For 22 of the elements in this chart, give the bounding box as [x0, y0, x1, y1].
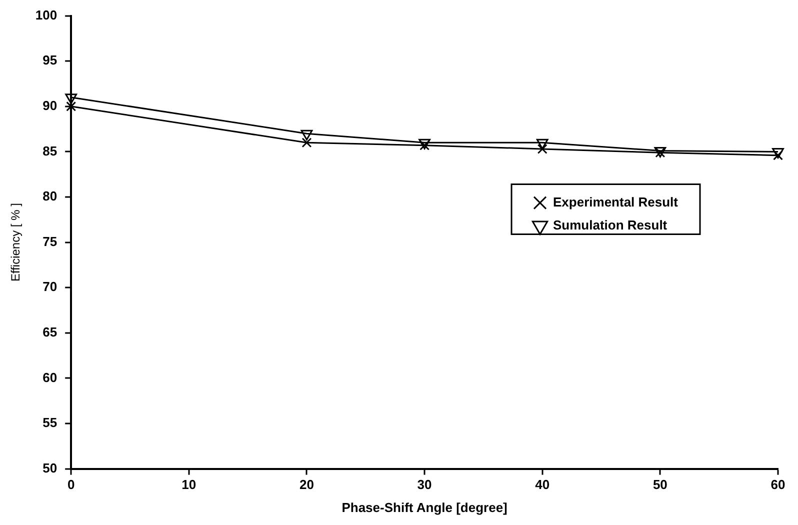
y-tick-label: 100 [35, 7, 58, 22]
y-tick-label: 60 [42, 370, 58, 385]
y-tick-label: 65 [42, 324, 58, 340]
y-tick-label: 50 [42, 460, 58, 476]
y-tick-label: 70 [42, 279, 58, 294]
x-tick-label: 50 [652, 477, 668, 492]
x-tick-label: 30 [417, 477, 432, 492]
y-tick-label: 55 [42, 415, 58, 430]
y-tick-label: 90 [42, 98, 58, 113]
y-axis-title: Efficiency [ % ] [8, 203, 23, 282]
y-tick-label: 95 [42, 52, 58, 68]
legend-label: Sumulation Result [553, 217, 668, 232]
x-tick-label: 20 [299, 477, 314, 492]
y-tick-label: 85 [42, 143, 58, 158]
y-tick-label: 75 [42, 234, 58, 249]
x-tick-label: 40 [535, 477, 550, 492]
x-tick-label: 60 [770, 477, 786, 492]
x-tick-label: 0 [67, 477, 75, 492]
legend-label: Experimental Result [553, 194, 679, 210]
x-axis-title: Phase-Shift Angle [degree] [342, 500, 508, 515]
y-tick-label: 80 [42, 188, 58, 204]
x-tick-label: 10 [182, 477, 196, 492]
